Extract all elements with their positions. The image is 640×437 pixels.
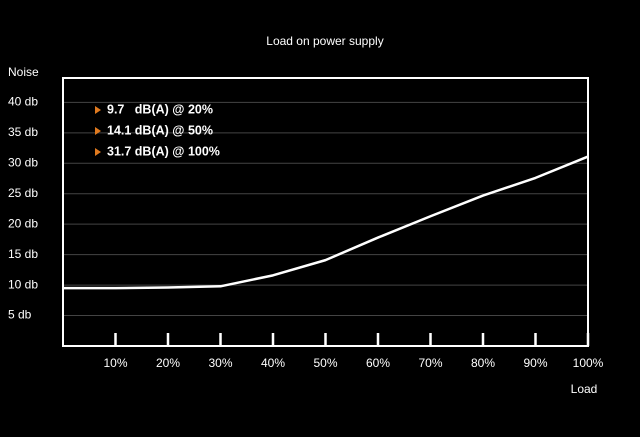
x-tick-label: 60% [366, 356, 390, 370]
x-tick-label: 10% [103, 356, 127, 370]
x-tick-label: 80% [471, 356, 495, 370]
y-tick-label: 5 db [8, 308, 32, 322]
x-tick-label: 90% [523, 356, 547, 370]
y-tick-label: 15 db [8, 247, 38, 261]
x-tick-label: 30% [208, 356, 232, 370]
x-tick-label: 50% [313, 356, 337, 370]
annotation: 9.7 dB(A) @ 20% [107, 102, 213, 116]
chart-title: Load on power supply [266, 34, 383, 48]
annotation-marker [95, 127, 101, 135]
x-tick-label: 20% [156, 356, 180, 370]
y-tick-label: 35 db [8, 125, 38, 139]
annotation: 14.1 dB(A) @ 50% [107, 123, 213, 137]
y-tick-label: 25 db [8, 186, 38, 200]
plot-frame [62, 77, 589, 347]
x-axis-label: Load [571, 382, 598, 396]
annotation: 31.7 dB(A) @ 100% [107, 144, 220, 158]
x-tick-label: 40% [261, 356, 285, 370]
annotation-marker [95, 106, 101, 114]
y-axis-label: Noise [8, 65, 39, 79]
y-tick-label: 20 db [8, 216, 38, 230]
line-series [63, 155, 589, 290]
y-tick-label: 40 db [8, 95, 38, 109]
y-tick-label: 30 db [8, 155, 38, 169]
annotation-marker [95, 148, 101, 156]
x-tick-label: 100% [573, 356, 604, 370]
y-tick-label: 10 db [8, 277, 38, 291]
x-tick-label: 70% [418, 356, 442, 370]
